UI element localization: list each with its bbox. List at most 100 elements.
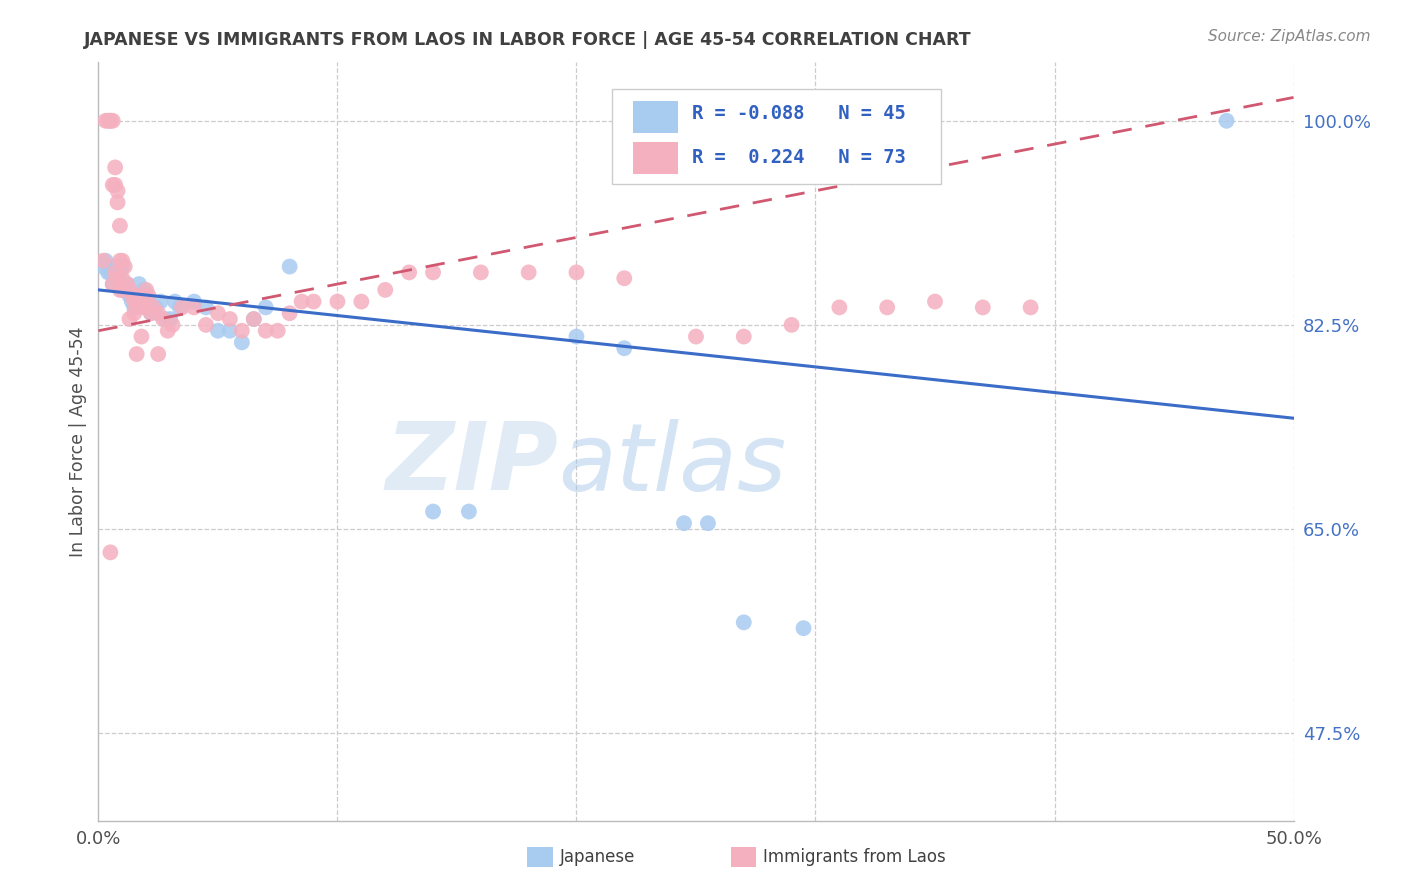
Point (111, 253, 134, 268)
Point (135, 294, 157, 309)
Point (131, 329, 153, 343)
Point (422, 504, 444, 518)
Point (97, 113, 120, 128)
Point (108, 283, 131, 297)
Point (207, 306, 229, 320)
Point (101, 113, 124, 128)
Point (793, 621, 815, 635)
Point (207, 324, 229, 338)
Point (613, 271, 636, 285)
Point (94, 253, 117, 268)
Point (148, 347, 170, 361)
Point (780, 318, 803, 332)
Point (107, 271, 129, 285)
Point (97, 265, 120, 279)
Point (565, 265, 588, 279)
Point (94, 113, 117, 128)
Point (107, 184, 129, 198)
Point (108, 253, 131, 268)
Point (114, 260, 136, 274)
Point (118, 289, 141, 303)
Point (152, 312, 174, 326)
Point (115, 277, 138, 291)
Point (121, 289, 143, 303)
Point (243, 312, 266, 326)
Point (972, 301, 994, 315)
Point (697, 516, 720, 531)
Point (613, 341, 636, 355)
Point (195, 318, 218, 332)
Point (1215, 113, 1237, 128)
Point (733, 615, 755, 630)
Point (107, 271, 129, 285)
Point (124, 294, 146, 309)
Point (565, 329, 588, 343)
Point (159, 312, 181, 326)
Point (101, 277, 124, 291)
Point (108, 219, 131, 233)
Point (125, 347, 148, 361)
Text: JAPANESE VS IMMIGRANTS FROM LAOS IN LABOR FORCE | AGE 45-54 CORRELATION CHART: JAPANESE VS IMMIGRANTS FROM LAOS IN LABO… (84, 31, 972, 49)
Point (124, 301, 146, 315)
Point (114, 283, 136, 297)
Point (118, 283, 141, 297)
Point (104, 265, 127, 279)
Point (128, 277, 150, 291)
Point (132, 283, 155, 297)
Point (135, 301, 157, 315)
Point (149, 294, 172, 309)
Point (139, 306, 162, 320)
Text: ZIP: ZIP (385, 418, 558, 510)
Point (139, 306, 162, 320)
Text: R = -0.088   N = 45: R = -0.088 N = 45 (692, 104, 905, 123)
Point (101, 178, 124, 192)
Point (121, 294, 143, 309)
Point (685, 329, 707, 343)
Point (104, 260, 127, 274)
Point (163, 294, 186, 309)
Point (131, 289, 153, 303)
Point (183, 301, 205, 315)
Point (470, 265, 492, 279)
Text: Source: ZipAtlas.com: Source: ZipAtlas.com (1208, 29, 1371, 44)
Point (111, 260, 134, 274)
Point (219, 324, 242, 338)
Point (91, 253, 114, 268)
Point (145, 301, 167, 315)
Point (673, 516, 696, 531)
Point (148, 306, 170, 320)
Point (231, 335, 253, 350)
Point (254, 324, 277, 338)
Point (131, 294, 153, 309)
Point (302, 294, 325, 309)
Point (91, 260, 114, 274)
Point (231, 324, 253, 338)
Point (458, 504, 481, 518)
Point (128, 289, 150, 303)
Text: atlas: atlas (558, 418, 787, 510)
Point (278, 306, 301, 320)
Point (156, 324, 179, 338)
Point (219, 312, 242, 326)
Point (828, 301, 851, 315)
Point (920, 113, 942, 128)
Point (104, 178, 127, 192)
Point (183, 294, 205, 309)
Point (115, 277, 138, 291)
Point (135, 283, 157, 297)
Point (104, 161, 127, 175)
FancyBboxPatch shape (633, 101, 678, 133)
Point (111, 271, 134, 285)
Text: R =  0.224   N = 73: R = 0.224 N = 73 (692, 148, 905, 167)
Point (350, 294, 373, 309)
Point (254, 301, 277, 315)
Text: Japanese: Japanese (560, 848, 636, 866)
Point (125, 294, 148, 309)
Point (398, 265, 420, 279)
Point (124, 306, 146, 320)
FancyBboxPatch shape (613, 89, 941, 184)
Point (267, 324, 290, 338)
Point (162, 318, 184, 332)
Point (1019, 301, 1042, 315)
Point (132, 301, 155, 315)
